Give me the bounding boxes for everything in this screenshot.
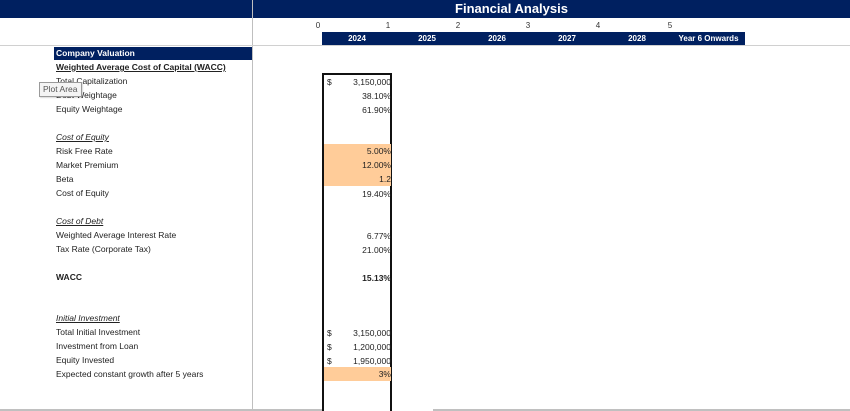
label-equity-invested[interactable]: Equity Invested (56, 355, 115, 365)
label-investment-from-loan[interactable]: Investment from Loan (56, 341, 139, 351)
currency-symbol: $ (327, 328, 332, 338)
cell-value: 3,150,000 (353, 328, 391, 338)
cell-weighted-avg-interest-rate[interactable]: 6.77% (324, 229, 391, 243)
label-debt-weightage[interactable]: Debt Weightage (56, 90, 117, 100)
cell-market-premium[interactable]: 12.00% (324, 158, 391, 172)
label-total-capitalization[interactable]: Total Capitalization (56, 76, 128, 86)
cell-value: 5.00% (366, 146, 391, 156)
column-divider (252, 18, 253, 411)
cell-value: 21.00% (362, 245, 391, 255)
year-header-bar (322, 32, 745, 45)
cell-beta[interactable]: 1.2 (324, 172, 391, 186)
label-tax-rate[interactable]: Tax Rate (Corporate Tax) (56, 244, 151, 254)
cell-equity-weightage[interactable]: 61.90% (324, 103, 391, 117)
year-header-2024[interactable]: 2024 (348, 34, 366, 43)
label-expected-growth[interactable]: Expected constant growth after 5 years (56, 369, 204, 379)
label-wacc-heading[interactable]: Weighted Average Cost of Capital (WACC) (56, 62, 226, 72)
cell-risk-free-rate[interactable]: 5.00% (324, 144, 391, 158)
cell-value: 6.77% (366, 231, 391, 241)
cell-tax-rate[interactable]: 21.00% (324, 243, 391, 257)
header-divider (0, 45, 850, 46)
cell-value: 38.10% (362, 91, 391, 101)
bottom-border-left (0, 409, 322, 411)
title-bar (0, 0, 850, 18)
cell-wacc[interactable]: 15.13% (324, 271, 391, 285)
page-title: Financial Analysis (455, 1, 568, 16)
label-initial-investment-heading[interactable]: Initial Investment (56, 313, 120, 323)
cell-total-capitalization[interactable]: $ 3,150,000 (324, 75, 391, 89)
label-beta[interactable]: Beta (56, 174, 74, 184)
cell-value: 1,950,000 (353, 356, 391, 366)
currency-symbol: $ (327, 77, 332, 87)
cell-cost-of-equity[interactable]: 19.40% (324, 187, 391, 201)
cell-value: 3% (378, 369, 391, 379)
label-weighted-avg-interest-rate[interactable]: Weighted Average Interest Rate (56, 230, 177, 240)
label-risk-free-rate[interactable]: Risk Free Rate (56, 146, 113, 156)
plot-area-tooltip: Plot Area (39, 82, 82, 97)
currency-symbol: $ (327, 356, 332, 366)
label-total-initial-investment[interactable]: Total Initial Investment (56, 327, 141, 337)
period-number: 2 (455, 21, 461, 30)
cell-value: 15.13% (362, 273, 391, 283)
cell-total-initial-investment[interactable]: $ 3,150,000 (324, 326, 391, 340)
cell-value: 12.00% (362, 160, 391, 170)
period-number: 4 (595, 21, 601, 30)
cell-debt-weightage[interactable]: 38.10% (324, 89, 391, 103)
title-divider (252, 0, 253, 18)
bottom-border-right (433, 409, 850, 411)
value-column-2024 (322, 73, 392, 411)
label-market-premium[interactable]: Market Premium (56, 160, 119, 170)
cell-value: 61.90% (362, 105, 391, 115)
cell-equity-invested[interactable]: $ 1,950,000 (324, 354, 391, 368)
section-header-company-valuation[interactable]: Company Valuation (54, 47, 252, 60)
period-number: 5 (667, 21, 673, 30)
label-wacc[interactable]: WACC (56, 272, 82, 282)
year-header-2027[interactable]: 2027 (558, 34, 576, 43)
cell-investment-from-loan[interactable]: $ 1,200,000 (324, 340, 391, 354)
currency-symbol: $ (327, 342, 332, 352)
cell-expected-growth[interactable]: 3% (324, 367, 391, 381)
period-number: 0 (315, 21, 321, 30)
year-header-2025[interactable]: 2025 (418, 34, 436, 43)
label-cost-of-equity-heading[interactable]: Cost of Equity (56, 132, 109, 142)
cell-value: 3,150,000 (353, 77, 391, 87)
label-equity-weightage[interactable]: Equity Weightage (56, 104, 123, 114)
cell-value: 19.40% (362, 189, 391, 199)
year-header-2028[interactable]: 2028 (628, 34, 646, 43)
period-number: 1 (385, 21, 391, 30)
cell-value: 1,200,000 (353, 342, 391, 352)
period-number: 3 (525, 21, 531, 30)
label-cost-of-debt-heading[interactable]: Cost of Debt (56, 216, 104, 226)
cell-value: 1.2 (379, 174, 391, 184)
year-header-2026[interactable]: 2026 (488, 34, 506, 43)
label-cost-of-equity[interactable]: Cost of Equity (56, 188, 109, 198)
year-header-year6[interactable]: Year 6 Onwards (678, 34, 739, 43)
